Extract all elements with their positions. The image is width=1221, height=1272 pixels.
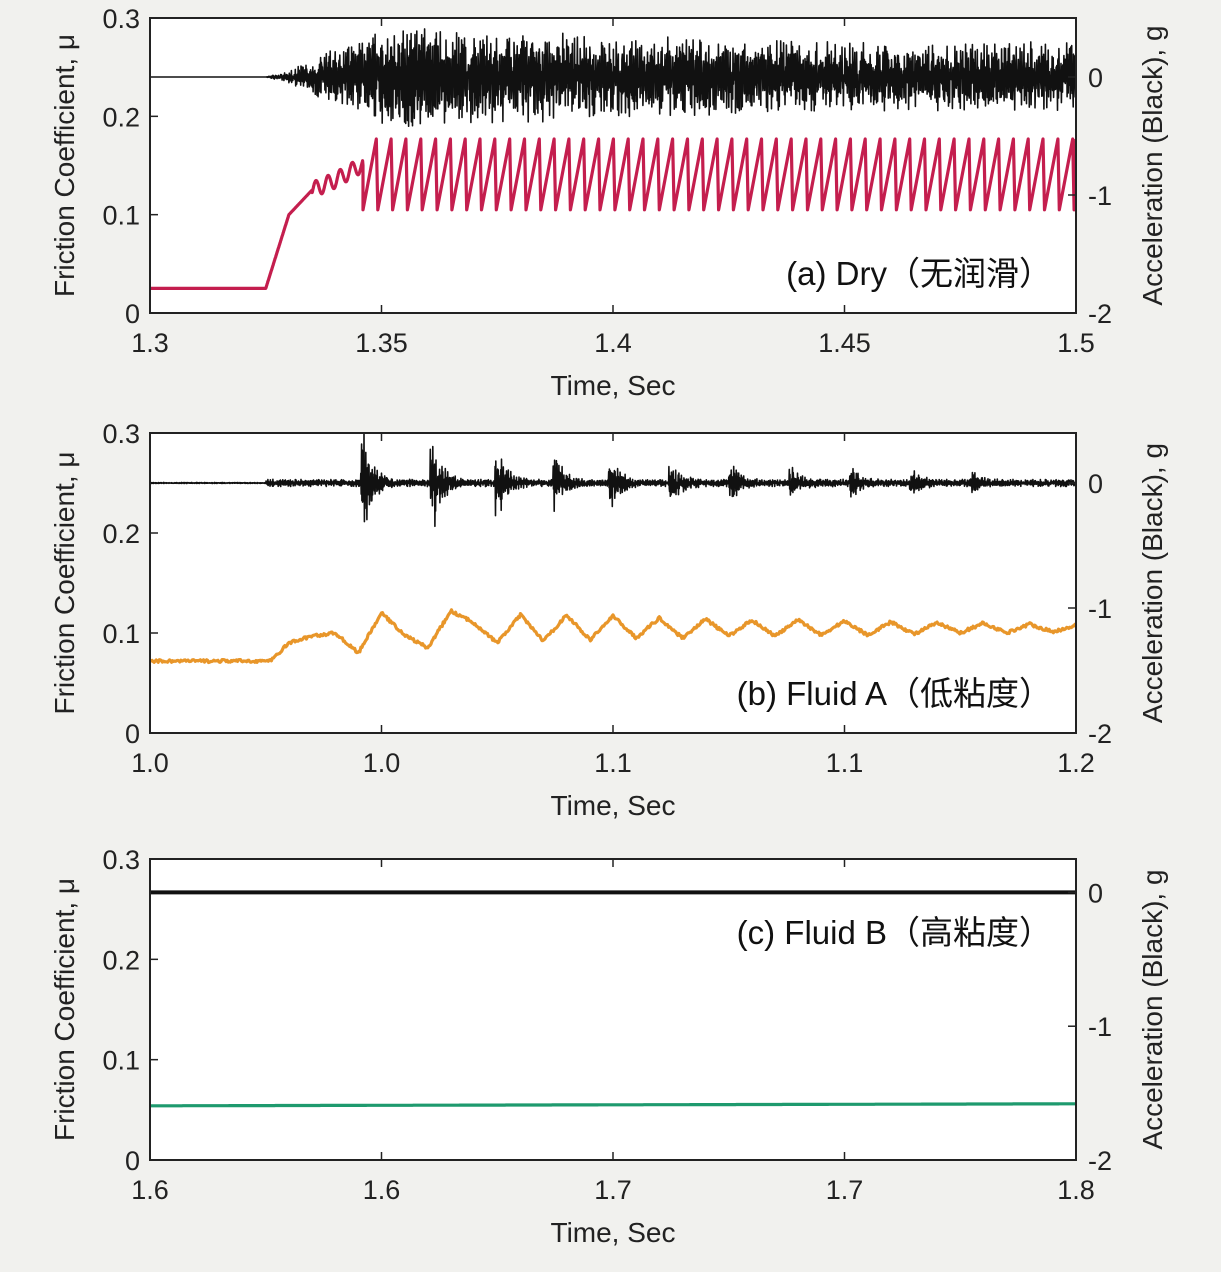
acceleration-series <box>150 432 1076 528</box>
x-axis-label: Time, Sec <box>551 790 676 821</box>
y-left-tick-label: 0 <box>125 299 140 329</box>
x-tick-label: 1.6 <box>363 1175 401 1205</box>
y-left-tick-label: 0.2 <box>102 945 140 975</box>
y-right-tick-label: -2 <box>1088 299 1112 329</box>
y-left-axis-label: Friction Coefficient, μ <box>49 34 80 297</box>
y-right-tick-label: 0 <box>1088 63 1103 93</box>
y-left-tick-label: 0.3 <box>102 419 140 449</box>
panel-annotation: (c) Fluid B（高粘度） <box>737 914 1052 951</box>
x-tick-label: 1.3 <box>131 328 169 358</box>
x-axis-label: Time, Sec <box>551 370 676 401</box>
panel-annotation: (a) Dry（无润滑） <box>786 255 1052 292</box>
series-group <box>150 890 1076 1108</box>
acceleration-series <box>150 28 1076 127</box>
panel-annotation: (b) Fluid A（低粘度） <box>737 675 1052 712</box>
x-tick-label: 1.0 <box>131 748 169 778</box>
x-tick-label: 1.1 <box>594 748 632 778</box>
y-right-tick-label: -2 <box>1088 719 1112 749</box>
y-right-tick-label: 0 <box>1088 469 1103 499</box>
x-tick-label: 1.5 <box>1057 328 1095 358</box>
y-left-axis-label: Friction Coefficient, μ <box>49 878 80 1141</box>
y-right-tick-label: -1 <box>1088 181 1112 211</box>
y-right-axis-label: Acceleration (Black), g <box>1137 25 1168 305</box>
x-tick-label: 1.2 <box>1057 748 1095 778</box>
y-right-axis-label: Acceleration (Black), g <box>1137 443 1168 723</box>
series-group <box>150 432 1076 665</box>
series-group <box>150 28 1076 290</box>
panel-c: 1.6 1.6 1.7 1.7 1.8 0 0.1 0.2 0.3 0 -1 -2 Time, Sec F… <box>49 845 1168 1248</box>
y-left-tick-label: 0.2 <box>102 519 140 549</box>
x-tick-label: 1.0 <box>363 748 401 778</box>
y-left-tick-label: 0.3 <box>102 4 140 34</box>
plot-area <box>150 859 1076 1160</box>
y-left-tick-label: 0 <box>125 1146 140 1176</box>
y-left-tick-label: 0.1 <box>102 201 140 231</box>
y-right-tick-label: -1 <box>1088 1012 1112 1042</box>
y-left-tick-label: 0.1 <box>102 619 140 649</box>
y-left-tick-label: 0.2 <box>102 102 140 132</box>
panel-a: 1.3 1.35 1.4 1.45 1.5 0 0.1 0.2 0.3 0 -1 -2 Time, Se… <box>49 4 1168 401</box>
x-tick-label: 1.4 <box>594 328 632 358</box>
friction-series <box>150 1102 1076 1108</box>
friction-series <box>150 608 1076 665</box>
x-tick-label: 1.8 <box>1057 1175 1095 1205</box>
y-right-tick-label: -1 <box>1088 594 1112 624</box>
y-left-tick-label: 0 <box>125 719 140 749</box>
friction-series <box>150 137 1076 290</box>
y-right-tick-label: -2 <box>1088 1146 1112 1176</box>
x-tick-label: 1.7 <box>594 1175 632 1205</box>
y-left-tick-label: 0.1 <box>102 1046 140 1076</box>
panel-b: 1.0 1.0 1.1 1.1 1.2 0 0.1 0.2 0.3 0 -1 -2 Time, Sec F… <box>49 419 1168 821</box>
x-tick-label: 1.6 <box>131 1175 169 1205</box>
x-tick-label: 1.35 <box>355 328 408 358</box>
x-tick-label: 1.45 <box>818 328 871 358</box>
y-left-tick-label: 0.3 <box>102 845 140 875</box>
y-left-axis-label: Friction Coefficient, μ <box>49 451 80 714</box>
x-tick-label: 1.7 <box>826 1175 864 1205</box>
y-right-tick-label: 0 <box>1088 878 1103 908</box>
y-right-axis-label: Acceleration (Black), g <box>1137 869 1168 1149</box>
x-axis-label: Time, Sec <box>551 1217 676 1248</box>
x-tick-label: 1.1 <box>826 748 864 778</box>
